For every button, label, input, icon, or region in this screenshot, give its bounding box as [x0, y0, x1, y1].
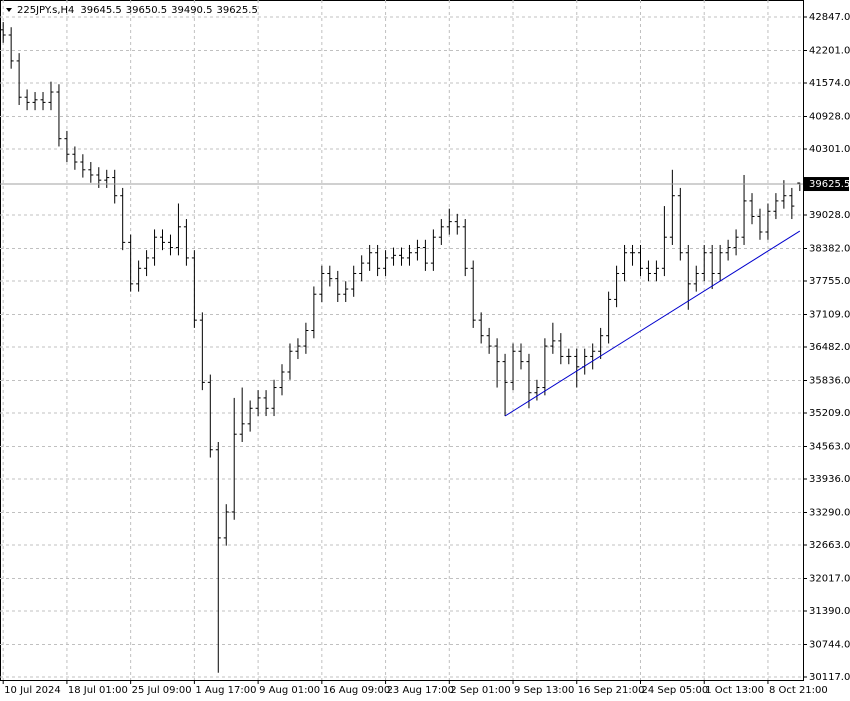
- price-tag-label: 39625.5: [809, 179, 850, 190]
- y-tick-label: 35836.0: [809, 375, 850, 386]
- y-tick-label: 37109.0: [809, 309, 850, 320]
- plot-frame: [0, 0, 804, 681]
- y-tick-label: 32663.0: [809, 540, 850, 551]
- low-value: 39490.5: [171, 5, 212, 16]
- x-tick-label: 16 Sep 21:00: [578, 685, 645, 696]
- y-tick-label: 39028.0: [809, 210, 850, 221]
- x-tick-label: 25 Jul 09:00: [132, 685, 192, 696]
- x-tick-label: 18 Jul 01:00: [68, 685, 128, 696]
- y-tick-label: 32017.0: [809, 573, 850, 584]
- x-tick-label: 16 Aug 09:00: [323, 685, 390, 696]
- price-tag: [804, 177, 849, 192]
- x-tick-label: 10 Jul 2024: [4, 685, 61, 696]
- x-tick-label: 9 Sep 13:00: [514, 685, 574, 696]
- y-tick-label: 30117.0: [809, 672, 850, 683]
- x-tick-label: 9 Aug 01:00: [259, 685, 320, 696]
- y-tick-label: 42847.0: [809, 12, 850, 23]
- menu-arrow[interactable]: [6, 8, 12, 12]
- bars: [0, 22, 803, 673]
- y-tick-label: 40928.0: [809, 111, 850, 122]
- x-tick-label: 24 Sep 05:00: [641, 685, 708, 696]
- header: 225JPY.s,H4 39645.5 39650.5 39490.5 39625.5: [17, 5, 258, 16]
- y-tick-label: 34563.0: [809, 441, 850, 452]
- y-tick-label: 37755.0: [809, 276, 850, 287]
- x-tick-label: 1 Oct 13:00: [705, 685, 764, 696]
- y-tick-label: 33290.0: [809, 507, 850, 518]
- y-tick-label: 33936.0: [809, 474, 850, 485]
- open-value: 39645.5: [80, 5, 121, 16]
- y-tick-label: 41574.0: [809, 78, 850, 89]
- x-tick-label: 23 Aug 17:00: [387, 685, 454, 696]
- grid: [0, 0, 803, 680]
- symbol: 225JPY.s,H4: [17, 5, 74, 16]
- y-tick-label: 38382.0: [809, 243, 850, 254]
- y-tick-label: 35209.0: [809, 408, 850, 419]
- y-tick-label: 40301.0: [809, 144, 850, 155]
- y-tick-label: 42201.0: [809, 45, 850, 56]
- high-value: 39650.5: [126, 5, 167, 16]
- y-tick-label: 36482.0: [809, 342, 850, 353]
- close-value: 39625.5: [216, 5, 257, 16]
- x-tick-label: 1 Aug 17:00: [195, 685, 256, 696]
- y-tick-label: 31390.0: [809, 606, 850, 617]
- x-tick-label: 2 Sep 01:00: [450, 685, 510, 696]
- x-tick-label: 8 Oct 21:00: [769, 685, 828, 696]
- y-tick-label: 30744.0: [809, 639, 850, 650]
- trendline: [504, 230, 801, 417]
